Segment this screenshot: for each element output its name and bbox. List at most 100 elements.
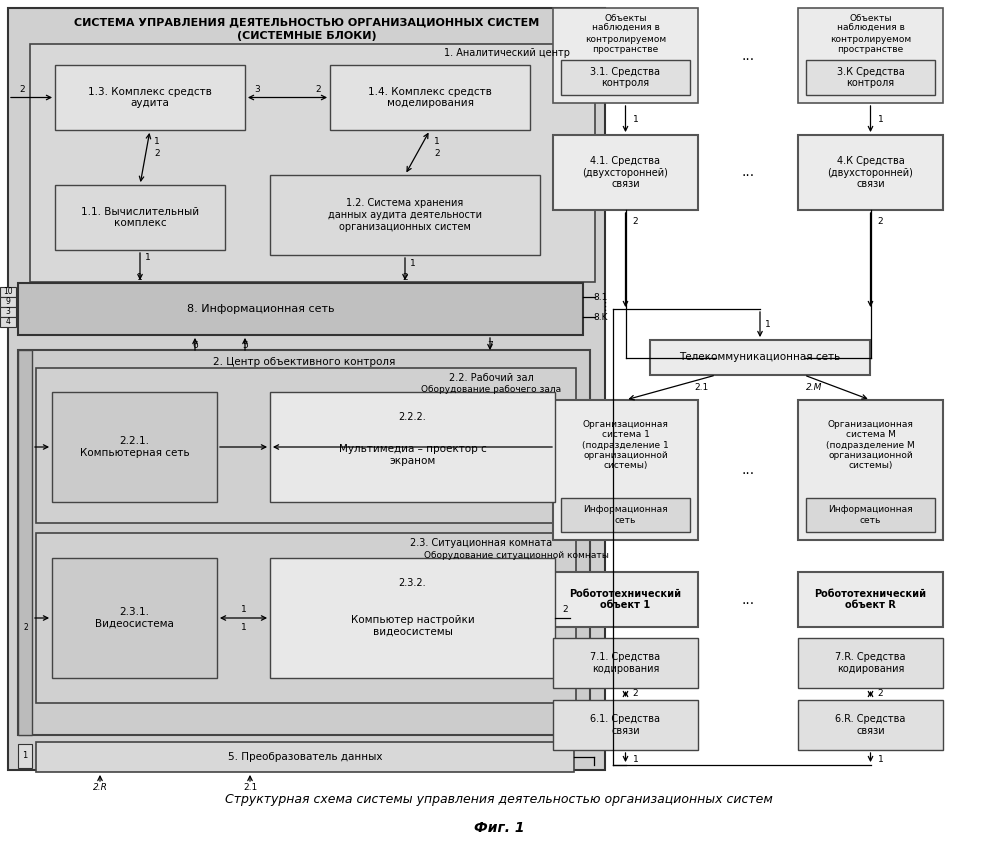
Bar xyxy=(330,65,530,130)
Text: 3: 3 xyxy=(6,307,10,317)
Text: 2: 2 xyxy=(562,604,567,614)
Bar xyxy=(553,638,698,688)
Text: 2: 2 xyxy=(154,150,160,158)
Text: Организационная
система 1
(подразделение 1
организационной
системы): Организационная система 1 (подразделение… xyxy=(582,420,669,471)
Bar xyxy=(553,135,698,210)
Text: 1. Аналитический центр: 1. Аналитический центр xyxy=(444,48,570,58)
Bar xyxy=(270,392,555,502)
Text: Телекоммуникационная сеть: Телекоммуникационная сеть xyxy=(679,352,840,363)
Text: 3.К Средства
контроля: 3.К Средства контроля xyxy=(836,66,904,89)
Text: 4.К Средства
(двухсторонней)
связи: 4.К Средства (двухсторонней) связи xyxy=(827,156,913,189)
Text: 2.3.1.
Видеосистема: 2.3.1. Видеосистема xyxy=(95,608,174,629)
Text: Организационная
система M
(подразделение M
организационной
системы): Организационная система M (подразделение… xyxy=(826,420,915,471)
Text: 2: 2 xyxy=(632,218,638,226)
Bar xyxy=(270,558,555,678)
Bar xyxy=(806,498,935,532)
Text: 1.1. Вычислительный
комплекс: 1.1. Вычислительный комплекс xyxy=(81,207,199,228)
Bar xyxy=(36,368,576,523)
Text: 2: 2 xyxy=(24,624,28,632)
Bar xyxy=(0,297,16,307)
Bar xyxy=(36,742,574,772)
Text: 2: 2 xyxy=(435,150,440,158)
Text: Информационная
сеть: Информационная сеть xyxy=(828,505,913,525)
Text: 2: 2 xyxy=(632,689,638,699)
Bar xyxy=(0,317,16,327)
Text: 1: 1 xyxy=(241,604,247,614)
Bar xyxy=(553,700,698,750)
Text: 1: 1 xyxy=(632,115,638,123)
Text: ...: ... xyxy=(741,463,754,477)
Bar xyxy=(798,8,943,103)
Text: 1: 1 xyxy=(435,138,440,146)
Text: 7.1. Средства
кодирования: 7.1. Средства кодирования xyxy=(590,652,660,674)
Text: 10: 10 xyxy=(3,288,13,296)
Text: 1: 1 xyxy=(878,756,883,764)
Text: СИСТЕМА УПРАВЛЕНИЯ ДЕЯТЕЛЬНОСТЬЮ ОРГАНИЗАЦИОННЫХ СИСТЕМ: СИСТЕМА УПРАВЛЕНИЯ ДЕЯТЕЛЬНОСТЬЮ ОРГАНИЗ… xyxy=(74,17,539,27)
Text: 2: 2 xyxy=(19,85,25,94)
Text: 2: 2 xyxy=(878,218,883,226)
Text: 2.2.1.
Компьютерная сеть: 2.2.1. Компьютерная сеть xyxy=(80,437,190,458)
Text: 1: 1 xyxy=(145,254,151,262)
Text: Объекты
наблюдения в
контролируемом
пространстве: Объекты наблюдения в контролируемом прос… xyxy=(584,14,666,54)
Text: ...: ... xyxy=(741,592,754,607)
Text: 2.1: 2.1 xyxy=(243,783,257,791)
Text: Объекты
наблюдения в
контролируемом
пространстве: Объекты наблюдения в контролируемом прос… xyxy=(830,14,911,54)
Text: 2.M: 2.M xyxy=(806,382,822,391)
Text: 6.R. Средства
связи: 6.R. Средства связи xyxy=(835,714,906,736)
Text: 2.2.2.: 2.2.2. xyxy=(399,412,427,422)
Text: 1.3. Комплекс средств
аудита: 1.3. Комплекс средств аудита xyxy=(88,87,212,108)
Bar xyxy=(0,287,16,297)
Text: 7: 7 xyxy=(488,340,493,350)
Text: 7.R. Средства
кодирования: 7.R. Средства кодирования xyxy=(835,652,906,674)
Text: Компьютер настройки
видеосистемы: Компьютер настройки видеосистемы xyxy=(351,615,475,637)
Bar xyxy=(798,135,943,210)
Bar xyxy=(36,533,576,703)
Bar xyxy=(0,307,16,317)
Text: 2.3.2.: 2.3.2. xyxy=(399,578,427,588)
Text: 1: 1 xyxy=(137,272,143,282)
Text: 6.1. Средства
связи: 6.1. Средства связи xyxy=(590,714,660,736)
Text: Оборудование рабочего зала: Оборудование рабочего зала xyxy=(421,386,561,395)
Text: 1.4. Комплекс средств
моделирования: 1.4. Комплекс средств моделирования xyxy=(368,87,492,108)
Text: ...: ... xyxy=(741,49,754,62)
Text: (СИСТЕМНЫЕ БЛОКИ): (СИСТЕМНЫЕ БЛОКИ) xyxy=(237,31,377,41)
Text: 1: 1 xyxy=(154,138,160,146)
Bar xyxy=(798,572,943,627)
Text: 8.1: 8.1 xyxy=(593,293,608,301)
Text: Фиг. 1: Фиг. 1 xyxy=(474,821,524,835)
Bar xyxy=(55,65,245,130)
Text: 9: 9 xyxy=(6,298,10,306)
Bar xyxy=(553,400,698,540)
Text: 2.3. Ситуационная комната: 2.3. Ситуационная комната xyxy=(410,538,552,548)
Bar xyxy=(561,498,690,532)
Text: 1: 1 xyxy=(632,756,638,764)
Text: 2: 2 xyxy=(403,272,408,282)
Bar xyxy=(553,8,698,103)
Bar xyxy=(553,572,698,627)
Text: 5. Преобразователь данных: 5. Преобразователь данных xyxy=(228,752,383,762)
Bar xyxy=(650,340,870,375)
Text: 1: 1 xyxy=(411,259,416,267)
Text: ⋮: ⋮ xyxy=(599,302,610,312)
Bar xyxy=(806,60,935,95)
Text: 8.K: 8.K xyxy=(593,312,608,322)
Bar xyxy=(55,185,225,250)
Text: Структурная схема системы управления деятельностью организационных систем: Структурная схема системы управления дея… xyxy=(225,793,773,807)
Text: 1: 1 xyxy=(765,320,771,329)
Bar xyxy=(30,44,595,282)
Text: Оборудование ситуационной комнаты: Оборудование ситуационной комнаты xyxy=(424,551,608,559)
Text: 6: 6 xyxy=(192,340,198,350)
Text: 1: 1 xyxy=(241,622,247,631)
Text: 2.1: 2.1 xyxy=(694,382,708,391)
Bar xyxy=(8,8,605,770)
Bar xyxy=(18,283,583,335)
Bar xyxy=(798,700,943,750)
Text: 2. Центр объективного контроля: 2. Центр объективного контроля xyxy=(213,357,396,367)
Bar xyxy=(798,400,943,540)
Text: 1.2. Система хранения
данных аудита деятельности
организационных систем: 1.2. Система хранения данных аудита деят… xyxy=(328,198,482,231)
Bar xyxy=(561,60,690,95)
Text: 4.1. Средства
(двухсторонней)
связи: 4.1. Средства (двухсторонней) связи xyxy=(582,156,668,189)
Text: 2.R: 2.R xyxy=(93,783,108,791)
Text: 5: 5 xyxy=(242,340,248,350)
Text: 3.1. Средства
контроля: 3.1. Средства контроля xyxy=(590,66,660,89)
